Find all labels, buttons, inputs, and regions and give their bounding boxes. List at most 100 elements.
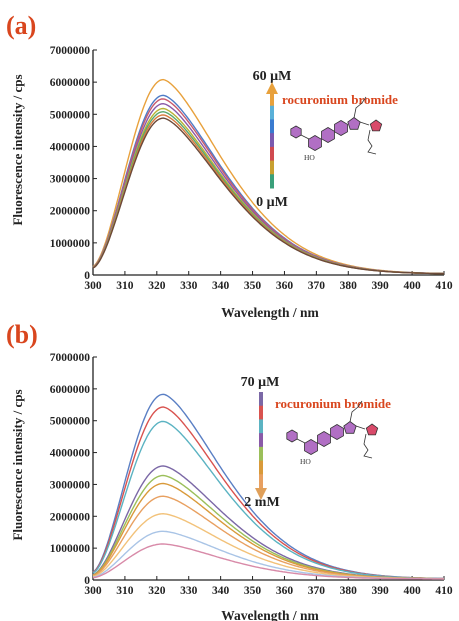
acetate-group [349,400,363,423]
steroid-ring-b [321,127,335,143]
morpholine-ring [286,429,298,443]
steroid-ring-d [343,421,357,434]
x-tick-label: 360 [276,280,294,292]
x-tick-label: 350 [244,585,262,597]
y-tick-label: 0 [84,270,90,282]
spectrum-line-3 [92,420,444,580]
arrow-segment [270,133,274,148]
panel-a-ylabel: Fluorescence intensity / cps [10,74,25,225]
steroid-ring-c [330,424,344,440]
hydroxyl-label: HO [300,457,311,466]
x-tick-label: 360 [276,585,294,597]
panel-b-plot: 0 1000000 2000000 3000000 4000000 5000000 6000… [50,352,453,597]
arrow-segment [259,446,263,462]
steroid-ring-a [304,439,318,455]
arrow-segment [259,474,263,489]
spectrum-line-9 [92,530,444,580]
x-tick-label: 390 [372,280,390,292]
steroid-ring-c [334,120,348,136]
arrow-head [255,488,267,500]
allyl-group [363,433,373,459]
x-tick-label: 380 [340,585,358,597]
arrow-segment [259,392,263,407]
panel-b-top-concentration: 70 μM [241,375,280,390]
x-tick-label: 330 [180,585,198,597]
x-tick-label: 400 [403,280,421,292]
panel-a: (a) Fluorescence intensity / cps Wavelen… [6,11,453,320]
panel-b-ylabel: Fluorescence intensity / cps [10,389,25,540]
y-tick-label: 4000000 [50,448,91,460]
y-tick-label: 5000000 [50,109,91,121]
x-tick-label: 350 [244,280,262,292]
hydroxyl-label: HO [304,153,315,162]
y-tick-label: 0 [84,575,90,587]
panel-b-bottom-concentration: 2 mM [244,495,279,510]
arrow-segment [270,119,274,134]
x-tick-label: 310 [116,585,134,597]
panel-a-compound-label: rocuronium bromide [282,92,398,107]
spectrum-line-5 [92,474,445,580]
x-tick-label: 370 [308,585,326,597]
x-tick-label: 320 [148,585,166,597]
y-tick-label: 2000000 [50,511,91,523]
x-tick-label: 330 [180,280,198,292]
pyrrolidinium-ring [369,119,383,132]
y-tick-label: 7000000 [50,45,91,57]
y-tick-label: 6000000 [50,384,91,396]
panel-a-molecule-structure: HO [290,96,383,162]
arrow-segment [259,433,263,448]
arrow-head [266,82,278,94]
panel-b-molecule-structure: HO [286,400,379,466]
steroid-ring-d [347,117,361,130]
bond [355,425,366,430]
arrow-segment [259,460,263,475]
panel-b-label: (b) [6,320,38,349]
x-tick-label: 410 [435,585,453,597]
x-tick-label: 370 [308,280,326,292]
bond [300,134,310,140]
y-tick-label: 7000000 [50,352,91,364]
allyl-group [367,129,377,155]
arrow-segment [259,405,263,420]
x-tick-label: 310 [116,280,134,292]
bond [296,438,306,444]
spectrum-line-10 [92,543,444,580]
panel-a-top-concentration: 60 μM [253,69,292,84]
acetate-group [353,96,367,119]
pyrrolidinium-ring [365,423,379,436]
y-tick-label: 1000000 [50,543,91,555]
y-tick-label: 1000000 [50,238,91,250]
y-tick-label: 5000000 [50,416,91,428]
spectrum-line-8 [92,117,444,275]
panel-b-compound-label: rocuronium bromide [275,396,391,411]
spectrum-line-3 [92,98,445,275]
panel-a-label: (a) [6,11,36,40]
y-tick-label: 2000000 [50,206,91,218]
arrow-segment [270,174,274,189]
x-tick-label: 390 [372,585,390,597]
x-tick-label: 340 [212,280,230,292]
panel-b-gradient-arrow [255,392,267,500]
x-tick-label: 320 [148,280,166,292]
panel-b-xlabel: Wavelength / nm [221,608,319,621]
steroid-ring-a [308,135,322,151]
y-tick-label: 6000000 [50,77,91,89]
bond [359,121,370,126]
panel-a-gradient-arrow [266,82,278,189]
morpholine-ring [290,125,302,139]
y-tick-label: 4000000 [50,141,91,153]
x-tick-label: 340 [212,585,230,597]
y-tick-label: 3000000 [50,174,91,186]
arrow-segment [270,160,274,175]
x-tick-label: 410 [435,280,453,292]
arrow-segment [270,105,274,120]
arrow-segment [270,92,274,107]
x-tick-label: 400 [403,585,421,597]
y-tick-label: 3000000 [50,479,91,491]
steroid-ring-b [317,431,331,447]
x-tick-label: 300 [84,585,102,597]
spectrum-line-1 [92,78,444,275]
x-tick-label: 300 [84,280,102,292]
x-tick-label: 380 [340,280,358,292]
arrow-segment [259,419,263,434]
